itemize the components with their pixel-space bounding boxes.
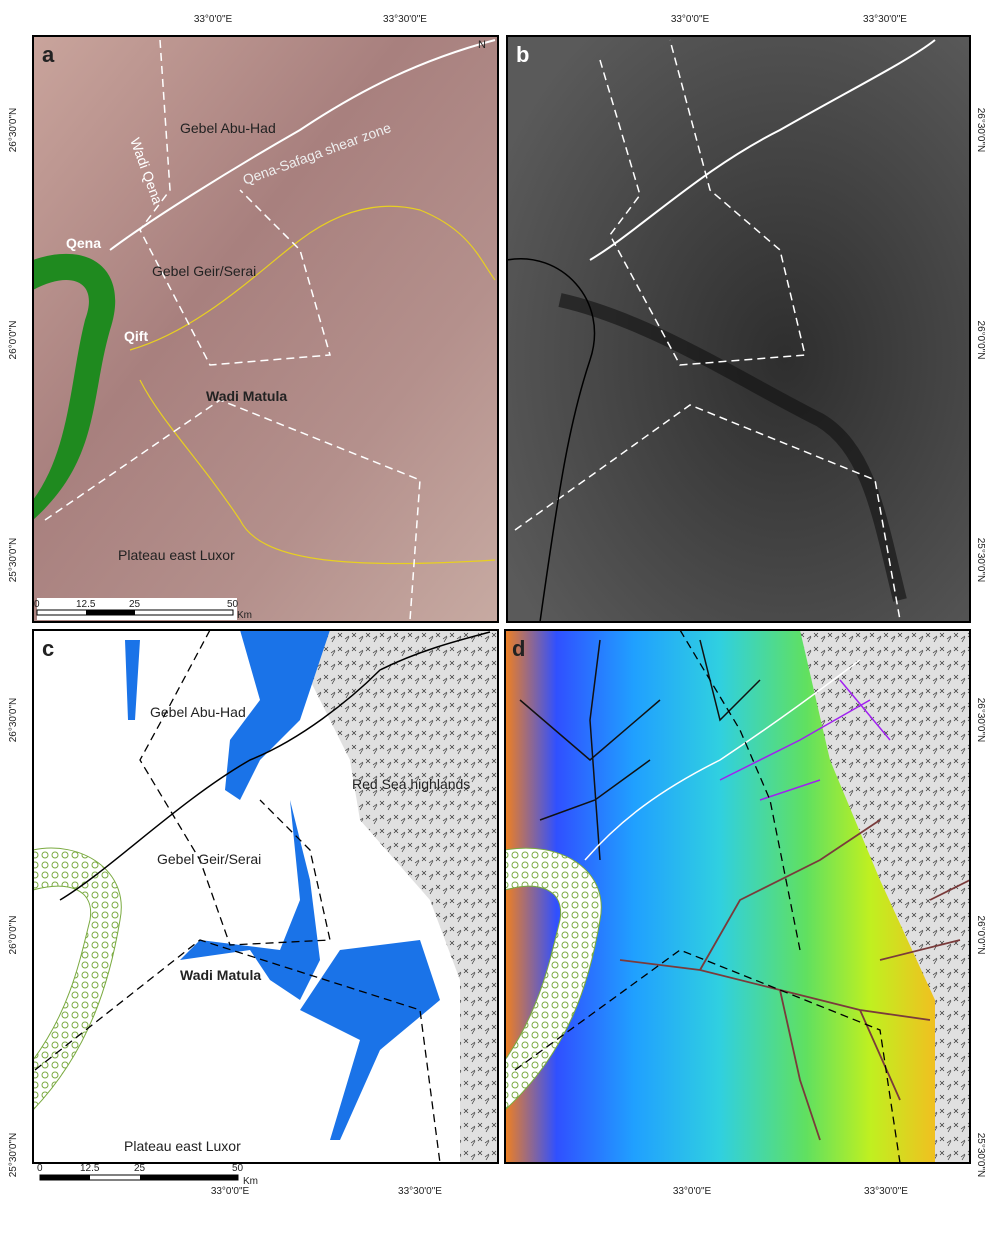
north-arrow: N <box>478 39 486 51</box>
lon-label: 33°0'0"E <box>671 14 710 25</box>
panel-a: a N Wadi Qena Gebel Abu-Had Qena-Safaga … <box>8 14 498 622</box>
lat-label: 25°30'0"N <box>8 1133 19 1178</box>
place-label: Qift <box>124 328 148 344</box>
lat-label: 25°30'0"N <box>975 1133 985 1178</box>
place-label: Wadi Matula <box>180 967 261 983</box>
lon-label: 33°30'0"E <box>863 14 907 25</box>
lat-label: 26°0'0"N <box>975 916 985 955</box>
lon-label: 33°30'0"E <box>864 1186 908 1197</box>
place-label: Gebel Abu-Had <box>150 704 246 720</box>
place-label: Wadi Matula <box>206 388 287 404</box>
scale-bar <box>40 1175 90 1180</box>
panel-letter: a <box>42 42 55 67</box>
scale-label: 25 <box>129 599 141 610</box>
lon-label: 33°30'0"E <box>398 1186 442 1197</box>
place-label: Gebel Geir/Serai <box>152 263 256 279</box>
panel-letter: b <box>516 42 529 67</box>
figure: a N Wadi Qena Gebel Abu-Had Qena-Safaga … <box>0 0 985 1241</box>
lat-label: 26°30'0"N <box>8 108 19 153</box>
place-label: Qena <box>66 235 101 251</box>
scale-label: 0 <box>34 599 40 610</box>
place-label: Gebel Abu-Had <box>180 120 276 136</box>
place-label: Plateau east Luxor <box>118 547 235 563</box>
scale-label: 25 <box>134 1163 146 1174</box>
lon-label: 33°30'0"E <box>383 14 427 25</box>
lat-label: 26°0'0"N <box>8 321 19 360</box>
lat-label: 25°30'0"N <box>8 538 19 583</box>
scale-label: Km <box>237 610 252 621</box>
scale-bar <box>86 610 135 615</box>
lat-label: 26°30'0"N <box>975 108 985 153</box>
scale-label: 0 <box>37 1163 43 1174</box>
lon-label: 33°0'0"E <box>211 1186 250 1197</box>
place-label: Gebel Geir/Serai <box>157 851 261 867</box>
scale-bar <box>140 1175 238 1180</box>
panel-letter: d <box>512 636 525 661</box>
lat-label: 26°0'0"N <box>8 916 19 955</box>
place-label: Red Sea highlands <box>352 776 470 792</box>
radar-image <box>507 36 970 622</box>
panel-letter: c <box>42 636 54 661</box>
lat-label: 25°30'0"N <box>975 538 985 583</box>
lon-label: 33°0'0"E <box>673 1186 712 1197</box>
lat-label: 26°0'0"N <box>975 321 985 360</box>
panel-d: d 33°0'0"E 33°30'0"E 26°30'0"N 26°0'0"N … <box>505 630 985 1197</box>
scale-label: 12.5 <box>80 1163 100 1174</box>
scale-label: 12.5 <box>76 599 96 610</box>
panel-c: c Gebel Abu-Had Red Sea highlands Gebel … <box>8 630 498 1197</box>
lon-label: 33°0'0"E <box>194 14 233 25</box>
lat-label: 26°30'0"N <box>8 698 19 743</box>
place-label: Plateau east Luxor <box>124 1138 241 1154</box>
scale-label: 50 <box>232 1163 244 1174</box>
lat-label: 26°30'0"N <box>975 698 985 743</box>
panel-b: b 33°0'0"E 33°30'0"E 26°30'0"N 26°0'0"N … <box>507 14 985 622</box>
scale-label: 50 <box>227 599 239 610</box>
